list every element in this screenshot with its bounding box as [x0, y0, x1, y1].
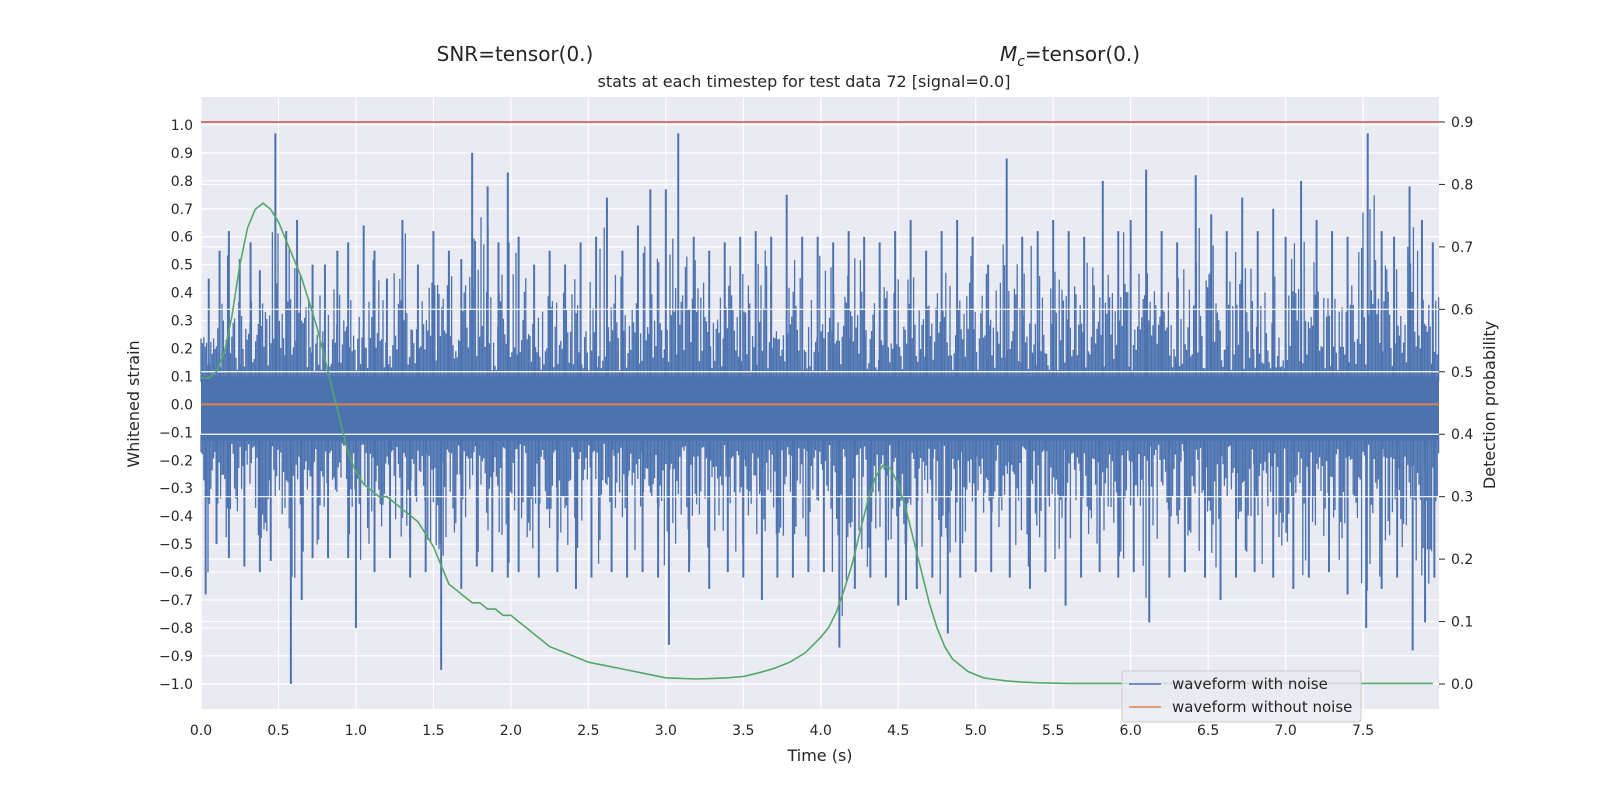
- x-tick-label: 5.5: [1042, 723, 1064, 739]
- mc-value: =tensor(0.): [1025, 42, 1140, 66]
- y-tick-label: −0.4: [159, 509, 193, 525]
- x-tick-label: 0.5: [267, 723, 289, 739]
- y-tick-label: 0.4: [171, 286, 193, 302]
- y2-axis-label: Detection probability: [1480, 321, 1499, 489]
- y2-tick-label: 0.7: [1451, 240, 1473, 256]
- legend-label-clean: waveform without noise: [1172, 698, 1352, 716]
- y2-tick-label: 0.4: [1451, 427, 1473, 443]
- mc-subscript: c: [1017, 54, 1025, 70]
- y-tick-label: −0.9: [159, 649, 193, 665]
- y-tick-label: 0.6: [171, 230, 193, 246]
- y2-tick-label: 0.8: [1451, 177, 1473, 193]
- noise-band: [201, 376, 1439, 441]
- y2-tick-label: 0.2: [1451, 552, 1473, 568]
- y2-axis-ticks: 0.9 0.8 0.7 0.6 0.5 0.4 0.3 0.2 0.1 0.0: [1439, 115, 1473, 693]
- y-tick-label: 0.9: [171, 146, 193, 162]
- y2-tick-label: 0.3: [1451, 490, 1473, 506]
- mc-symbol: M: [1000, 42, 1017, 66]
- y-tick-label: −0.2: [159, 453, 193, 469]
- y-axis-ticks: 1.0 0.9 0.8 0.7 0.6 0.5 0.4 0.3 0.2 0.1 0.0 −0.1 −0.…: [159, 118, 193, 693]
- y-tick-label: 0.2: [171, 342, 193, 358]
- y-tick-label: −1.0: [159, 677, 193, 693]
- y2-tick-label: 0.5: [1451, 365, 1473, 381]
- x-tick-label: 4.0: [810, 723, 832, 739]
- mc-label: Mc=tensor(0.): [1000, 42, 1140, 70]
- y-axis-label: Whitened strain: [124, 340, 143, 467]
- x-tick-label: 0.0: [190, 723, 212, 739]
- x-tick-label: 3.5: [732, 723, 754, 739]
- x-tick-label: 7.0: [1274, 723, 1296, 739]
- y-tick-label: 0.3: [171, 314, 193, 330]
- legend-box: [1121, 670, 1362, 723]
- chart-title: stats at each timestep for test data 72 …: [598, 72, 1011, 91]
- y2-tick-label: 0.6: [1451, 302, 1473, 318]
- x-tick-label: 2.0: [500, 723, 522, 739]
- y-tick-label: −0.6: [159, 565, 193, 581]
- x-tick-label: 6.0: [1120, 723, 1142, 739]
- x-tick-label: 2.5: [577, 723, 599, 739]
- x-tick-label: 6.5: [1197, 723, 1219, 739]
- x-tick-label: 5.0: [965, 723, 987, 739]
- y-tick-label: −0.7: [159, 593, 193, 609]
- legend: waveform with noise waveform without noi…: [1121, 670, 1362, 723]
- y-tick-label: 1.0: [171, 118, 193, 134]
- y2-tick-label: 0.9: [1451, 115, 1473, 131]
- x-tick-label: 1.5: [422, 723, 444, 739]
- y-tick-label: −0.8: [159, 621, 193, 637]
- x-axis-label: Time (s): [786, 746, 852, 765]
- y2-tick-label: 0.1: [1451, 615, 1473, 631]
- y-tick-label: −0.1: [159, 425, 193, 441]
- noise-waveform: [200, 133, 1440, 684]
- probability-line: [201, 202, 1433, 685]
- legend-label-noise: waveform with noise: [1172, 675, 1328, 693]
- y-tick-label: 0.5: [171, 258, 193, 274]
- x-tick-label: 3.0: [655, 723, 677, 739]
- x-axis-ticks: 0.0 0.5 1.0 1.5 2.0 2.5 3.0 3.5 4.0 4.5 5.0 5.5 6.0 6…: [190, 723, 1374, 739]
- x-tick-label: 7.5: [1352, 723, 1374, 739]
- snr-label: SNR=tensor(0.): [437, 42, 594, 66]
- y-tick-label: 0.1: [171, 369, 193, 385]
- probability-curve: [201, 202, 1433, 685]
- x-tick-label: 4.5: [887, 723, 909, 739]
- y2-tick-label: 0.0: [1451, 677, 1473, 693]
- y-tick-label: 0.0: [171, 397, 193, 413]
- y-tick-label: 0.7: [171, 202, 193, 218]
- x-tick-label: 1.0: [345, 723, 367, 739]
- y-tick-label: −0.5: [159, 537, 193, 553]
- y-tick-label: −0.3: [159, 481, 193, 497]
- y-tick-label: 0.8: [171, 174, 193, 190]
